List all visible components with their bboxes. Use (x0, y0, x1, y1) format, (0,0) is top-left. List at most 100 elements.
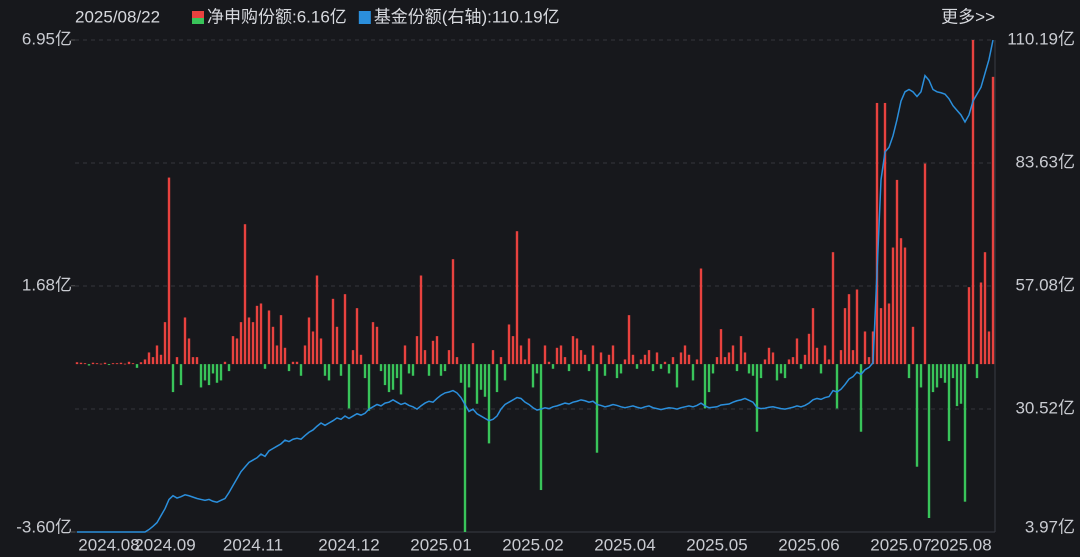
bar (227, 364, 231, 372)
bar (123, 363, 127, 365)
bar (899, 238, 903, 365)
bar (211, 364, 215, 374)
bar (99, 363, 103, 365)
bar (107, 364, 111, 366)
bar (579, 350, 583, 365)
x-tick-label: 2024.11 (223, 535, 283, 554)
bar (175, 357, 179, 365)
bar (271, 326, 275, 365)
bar (339, 364, 343, 376)
bar (251, 322, 255, 365)
bar (955, 364, 959, 407)
bar (563, 357, 567, 365)
bar (387, 364, 391, 393)
bar (559, 345, 563, 365)
x-tick-label: 2025.07 (870, 535, 931, 554)
y2-tick-label: 83.63亿 (1015, 153, 1075, 172)
bar (467, 364, 471, 388)
bar (939, 364, 943, 379)
bar (443, 364, 447, 372)
bar (319, 338, 323, 365)
bar (791, 357, 795, 365)
bar (711, 364, 715, 374)
bar (79, 362, 83, 365)
bar (599, 352, 603, 365)
bar (631, 354, 635, 365)
bar (103, 362, 107, 365)
bar (159, 354, 163, 365)
bar (207, 364, 211, 386)
x-tick-label: 2025.01 (410, 535, 471, 554)
bar (751, 364, 755, 376)
bar (723, 357, 727, 365)
bar (423, 350, 427, 365)
bar (199, 364, 203, 388)
bar (323, 364, 327, 376)
bar (651, 364, 655, 372)
bar (503, 364, 507, 381)
y2-tick-label: 30.52亿 (1015, 399, 1075, 418)
bar (195, 357, 199, 365)
bar (119, 362, 123, 365)
x-tick-label: 2024.09 (134, 535, 195, 554)
bar (659, 364, 663, 369)
more-link[interactable]: 更多>> (941, 7, 995, 26)
bar (755, 364, 759, 432)
bar (607, 354, 611, 365)
bar (979, 282, 983, 365)
y2-tick-label: 110.19亿 (1007, 29, 1075, 48)
bar (191, 357, 195, 365)
bar (855, 289, 859, 365)
bar (759, 364, 763, 379)
bar (491, 350, 495, 365)
bar (847, 294, 851, 365)
bar (343, 294, 347, 365)
bar (459, 364, 463, 383)
legend-swatch (192, 11, 204, 18)
bar (243, 224, 247, 365)
bar (359, 354, 363, 365)
bar (395, 364, 399, 379)
bar (483, 364, 487, 397)
bar (719, 329, 723, 365)
bar (639, 359, 643, 365)
bar (431, 340, 435, 365)
bar (775, 364, 779, 381)
bar (683, 345, 687, 365)
bar (487, 364, 491, 444)
bar (735, 364, 739, 372)
bar (551, 364, 555, 369)
bar (943, 364, 947, 383)
bar (451, 259, 455, 365)
bar (355, 308, 359, 365)
bar (519, 345, 523, 365)
bar (915, 364, 919, 467)
bar (351, 350, 355, 365)
bar (715, 357, 719, 365)
bar (575, 338, 579, 365)
bar (919, 364, 923, 388)
x-tick-label: 2024.12 (318, 535, 379, 554)
bar (263, 364, 267, 369)
bar (371, 322, 375, 365)
bar (155, 345, 159, 365)
bar (799, 364, 803, 369)
bar (707, 364, 711, 393)
bar (511, 336, 515, 365)
bar (867, 357, 871, 365)
bar (375, 326, 379, 365)
bar (403, 345, 407, 365)
bar (303, 345, 307, 365)
bar (363, 364, 367, 379)
bar (179, 364, 183, 386)
bar (763, 359, 767, 365)
bar (903, 247, 907, 365)
bar (115, 363, 119, 365)
bar (315, 275, 319, 365)
bar (279, 315, 283, 365)
bar (419, 275, 423, 365)
bar (183, 317, 187, 365)
bar (515, 231, 519, 365)
